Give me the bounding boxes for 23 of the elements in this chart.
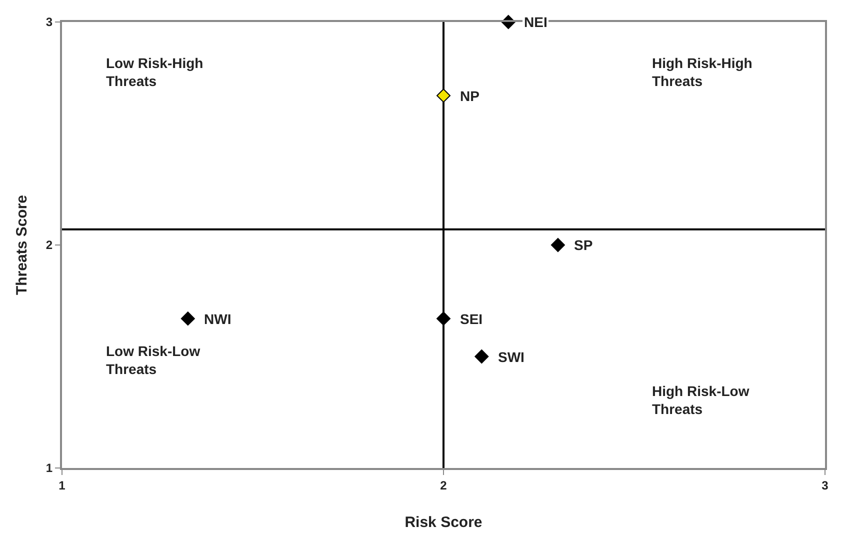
x-tick-label: 1 xyxy=(58,478,66,492)
y-tick-label: 1 xyxy=(46,461,53,476)
series-label: SP xyxy=(574,237,593,253)
annotation: High Risk-High Threats xyxy=(652,55,752,90)
y-tick-label: 2 xyxy=(46,238,53,252)
series-label: SEI xyxy=(460,311,483,327)
series-label: SWI xyxy=(498,349,524,365)
x-tick-label: 3 xyxy=(822,478,829,492)
x-tick-label: 2 xyxy=(440,478,448,492)
point xyxy=(436,312,450,326)
x-axis-title: Risk Score xyxy=(404,514,482,531)
y-axis-title: Threats Score xyxy=(14,194,31,296)
series-label: NEI xyxy=(524,14,548,30)
point xyxy=(436,88,450,103)
annotation: High Risk-Low Threats xyxy=(652,383,750,418)
series-label: NP xyxy=(460,88,480,104)
annotation: Low Risk-High Threats xyxy=(106,55,204,90)
point xyxy=(180,312,195,326)
point xyxy=(550,238,565,252)
annotation: Low Risk-Low Threats xyxy=(106,343,200,378)
y-tick-label: 3 xyxy=(46,15,53,30)
point xyxy=(474,350,489,364)
series-label: NWI xyxy=(204,311,232,327)
